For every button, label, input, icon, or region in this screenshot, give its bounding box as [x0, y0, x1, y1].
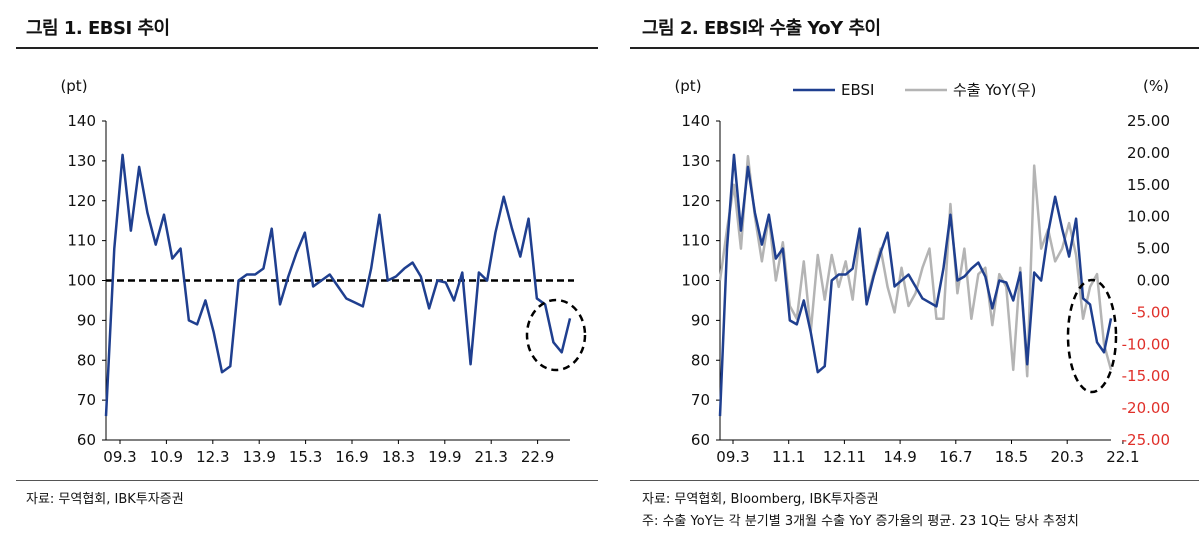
x-tick-label: 22.9 [521, 448, 554, 466]
y-tick-label: 130 [67, 152, 96, 170]
x-tick-label: 18.3 [382, 448, 415, 466]
figure-1-title: 그림 1. EBSI 추이 [26, 18, 170, 39]
figure-1-source: 자료: 무역협회, IBK투자증권 [26, 492, 184, 507]
figure-2-source: 자료: 무역협회, Bloomberg, IBK투자증권 [642, 492, 879, 507]
legend-ebsi-label: EBSI [841, 81, 874, 99]
figure-2-title-rule [630, 47, 1199, 49]
x-tick-label: 14.9 [883, 448, 916, 466]
y2-tick-label: 0.00 [1137, 272, 1170, 290]
y-tick-label: 70 [691, 391, 710, 409]
figure-1-source-rule [16, 480, 598, 481]
y-tick-label: 130 [681, 152, 710, 170]
y2-tick-label: 15.00 [1127, 176, 1170, 194]
x-tick-label: 16.7 [939, 448, 972, 466]
y-tick-label: 100 [681, 272, 710, 290]
ebsi-series-line [718, 153, 1113, 417]
y2-tick-label: 20.00 [1127, 144, 1170, 162]
highlight-dashed-ellipse [1066, 278, 1118, 394]
y-tick-label: 120 [681, 192, 710, 210]
y-tick-label: 140 [681, 112, 710, 130]
x-tick-label: 09.3 [716, 448, 749, 466]
y2-tick-label: -15.00 [1122, 367, 1170, 385]
y-tick-label: 100 [67, 272, 96, 290]
figure-1-title-rule [16, 47, 598, 49]
export-yoy-series-line [718, 154, 1113, 378]
x-tick-label: 18.5 [995, 448, 1028, 466]
y-tick-label: 60 [691, 431, 710, 449]
y-tick-label: 80 [691, 351, 710, 369]
y-tick-label: 110 [681, 232, 710, 250]
figure-2-panel: 그림 2. EBSI와 수출 YoY 추이 60 70 80 90 100 110 120 1… [600, 0, 1199, 534]
y2-tick-label: -10.00 [1122, 335, 1170, 353]
figure-1-panel: 그림 1. EBSI 추이 60 70 80 90 100 110 120 130 140 (pt… [0, 0, 598, 534]
x-tick-label: 19.9 [428, 448, 461, 466]
y-tick-label: 110 [67, 232, 96, 250]
figure-2-note: 주: 수출 YoY는 각 분기별 3개월 수출 YoY 증가율의 평균. 23 … [642, 514, 1079, 529]
ebsi-series-line [104, 153, 572, 417]
x-tick-label: 12.11 [823, 448, 866, 466]
y-tick-label: 80 [77, 351, 96, 369]
x-tick-label: 11.1 [772, 448, 805, 466]
figure-2-chart: 60 70 80 90 100 110 120 130 140 (pt) 09.3 11.1 12.11… [674, 77, 1170, 466]
y2-tick-label: 10.00 [1127, 208, 1170, 226]
y-tick-label: 140 [67, 112, 96, 130]
y2-tick-label: 25.00 [1127, 112, 1170, 130]
y-tick-label: 90 [691, 311, 710, 329]
x-tick-label: 20.3 [1050, 448, 1083, 466]
x-tick-label: 12.3 [196, 448, 229, 466]
highlight-dashed-ellipse [525, 298, 587, 372]
x-tick-label: 13.9 [242, 448, 275, 466]
y-axis-unit: (pt) [60, 77, 87, 95]
x-tick-label: 22.1 [1106, 448, 1139, 466]
x-tick-label: 09.3 [103, 448, 136, 466]
figure-2-source-rule [630, 480, 1199, 481]
y-tick-label: 60 [77, 431, 96, 449]
x-tick-label: 21.3 [474, 448, 507, 466]
x-tick-label: 16.9 [335, 448, 368, 466]
x-tick-label: 10.9 [150, 448, 183, 466]
figure-2-title: 그림 2. EBSI와 수출 YoY 추이 [642, 18, 881, 39]
y-tick-label: 70 [77, 391, 96, 409]
y2-tick-label: -20.00 [1122, 399, 1170, 417]
y2-tick-label: -5.00 [1131, 303, 1170, 321]
x-tick-label: 15.3 [289, 448, 322, 466]
figure-1-chart: 60 70 80 90 100 110 120 130 140 (pt) 09.3 10.9 12.3 1… [60, 77, 587, 466]
legend-export-label: 수출 YoY(우) [953, 81, 1036, 99]
y-tick-label: 120 [67, 192, 96, 210]
y-tick-label: 90 [77, 311, 96, 329]
y2-tick-label: 5.00 [1137, 240, 1170, 258]
y2-axis-unit: (%) [1143, 77, 1169, 95]
y-axis-unit: (pt) [674, 77, 701, 95]
y2-tick-label: -25.00 [1122, 431, 1170, 449]
